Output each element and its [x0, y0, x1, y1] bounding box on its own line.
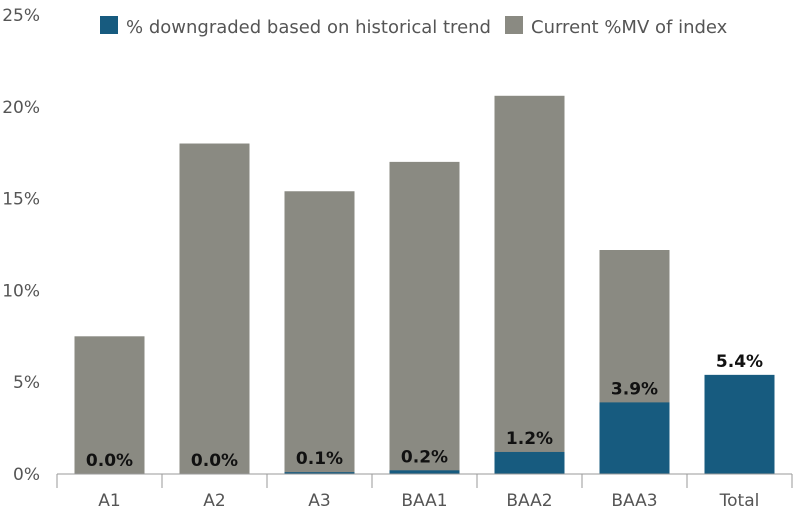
bar-downgraded [599, 402, 670, 474]
y-tick-label: 25% [2, 6, 40, 26]
bar-downgraded [494, 451, 565, 474]
x-tick-label: Total [719, 491, 760, 511]
data-label-downgraded: 0.1% [296, 449, 343, 469]
bar-downgraded [389, 470, 460, 474]
bar-downgraded [704, 374, 775, 474]
bar-downgraded [284, 472, 355, 474]
legend-label-current-mv: Current %MV of index [531, 17, 728, 38]
data-label-downgraded: 0.0% [191, 451, 238, 471]
data-label-downgraded: 0.2% [401, 447, 448, 467]
bar-current-mv [389, 161, 460, 474]
current-mv-bars [74, 95, 670, 475]
x-tick-label: BAA2 [506, 491, 552, 511]
bar-current-mv [284, 191, 355, 475]
data-label-downgraded: 5.4% [716, 352, 763, 372]
y-tick-label: 5% [13, 373, 40, 393]
downgraded-bars [284, 374, 775, 474]
y-tick-label: 20% [2, 98, 40, 118]
legend-label-downgraded: % downgraded based on historical trend [126, 17, 491, 38]
y-tick-label: 10% [2, 281, 40, 301]
x-tick-label: A1 [98, 491, 120, 511]
y-tick-label: 0% [13, 465, 40, 485]
bar-current-mv [494, 95, 565, 474]
data-label-downgraded: 1.2% [506, 429, 553, 449]
bar-current-mv [74, 336, 145, 474]
x-tick-label: A2 [203, 491, 225, 511]
data-labels: 0.0% 0.0% 0.1% 0.2% 1.2% 3.9% 5.4% [86, 352, 763, 471]
y-axis-tick-labels: 0% 5% 10% 15% 20% 25% [2, 6, 40, 485]
legend-swatch-downgraded [100, 16, 118, 34]
legend: % downgraded based on historical trend C… [100, 16, 728, 38]
y-tick-label: 15% [2, 190, 40, 210]
x-axis: A1 A2 A3 BAA1 BAA2 BAA3 Total [56, 473, 793, 511]
data-label-downgraded: 0.0% [86, 451, 133, 471]
x-tick-label: BAA3 [611, 491, 657, 511]
bar-current-mv [179, 143, 250, 474]
data-label-downgraded: 3.9% [611, 379, 658, 399]
legend-swatch-current-mv [505, 16, 523, 34]
x-tick-label: A3 [308, 491, 330, 511]
x-tick-label: BAA1 [401, 491, 447, 511]
